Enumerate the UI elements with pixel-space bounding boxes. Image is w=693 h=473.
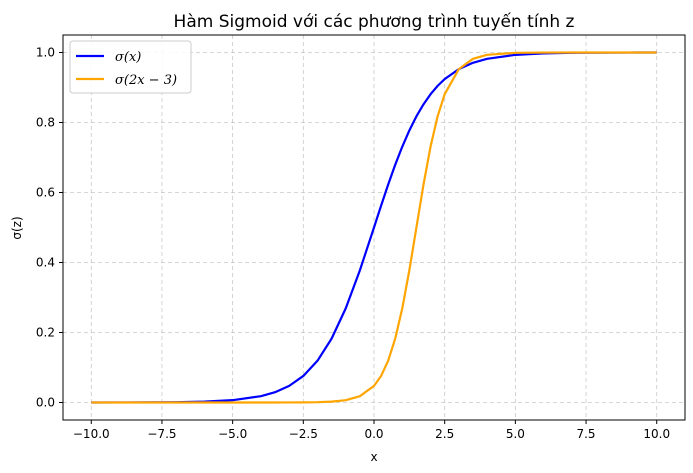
x-tick-label: 5.0	[506, 427, 525, 441]
y-tick-label: 0.8	[36, 116, 55, 130]
series-line-0	[91, 51, 657, 404]
y-axis: 0.0 0.2 0.4 0.6 0.8 1.0	[36, 46, 63, 410]
chart-title: Hàm Sigmoid với các phương trình tuyến t…	[174, 11, 575, 32]
y-tick-label: 0.6	[36, 186, 55, 200]
legend-label-sigma-x: σ(x)	[115, 50, 141, 65]
y-tick-label: 1.0	[36, 46, 55, 60]
x-tick-label: −5.0	[218, 427, 247, 441]
x-axis: −10.0 −7.5 −5.0 −2.5 0.0 2.5 5.0 7.5 10.0	[73, 420, 670, 441]
x-tick-label: −2.5	[289, 427, 318, 441]
legend: σ(x) σ(2x − 3)	[69, 40, 192, 94]
x-tick-label: 2.5	[435, 427, 454, 441]
y-tick-label: 0.0	[36, 396, 55, 410]
y-tick-label: 0.4	[36, 256, 55, 270]
x-tick-label: 0.0	[364, 427, 383, 441]
legend-label-sigma-2x-minus-3: σ(2x − 3)	[115, 73, 177, 88]
x-tick-label: 7.5	[576, 427, 595, 441]
series-layer	[91, 51, 657, 404]
x-tick-label: −10.0	[73, 427, 110, 441]
x-tick-label: 10.0	[643, 427, 670, 441]
y-axis-label: σ(z)	[10, 216, 24, 239]
x-axis-label: x	[370, 450, 377, 464]
series-line-1	[91, 51, 657, 404]
x-tick-label: −7.5	[147, 427, 176, 441]
y-tick-label: 0.2	[36, 326, 55, 340]
